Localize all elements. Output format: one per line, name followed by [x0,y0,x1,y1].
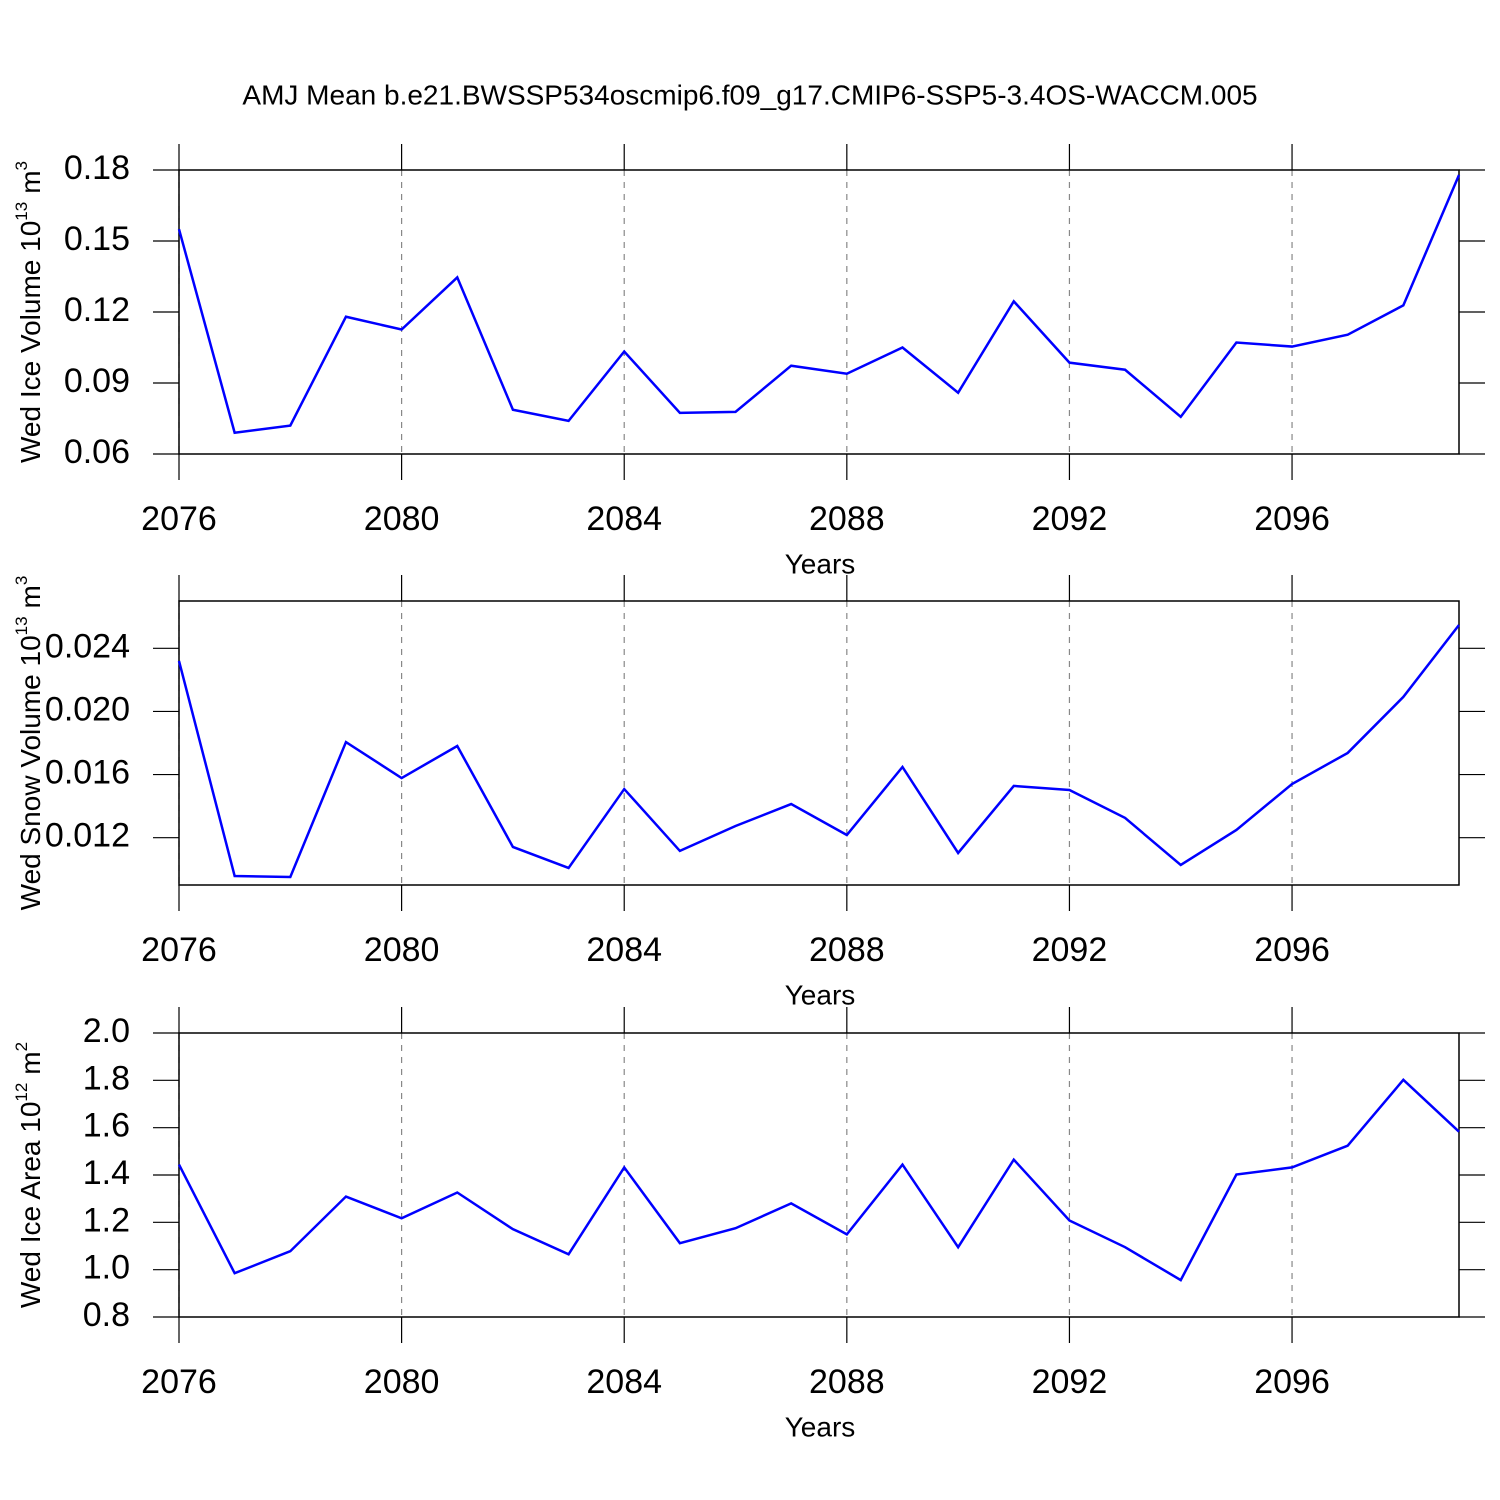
x-tick-label: 2096 [1254,500,1330,538]
x-tick-label: 2096 [1254,931,1330,969]
x-tick-label: 2076 [141,931,217,969]
x-tick-label: 2088 [809,931,885,969]
y-tick-label: 0.012 [45,817,130,855]
x-tick-label: 2080 [364,931,440,969]
y-label-text: Wed Ice Volume 10 [15,221,46,463]
data-line [177,1078,1460,1282]
x-tick-label: 2092 [1032,500,1108,538]
x-tick-label: 2092 [1032,931,1108,969]
y-tick-label: 1.2 [83,1201,130,1239]
data-line [177,624,1460,879]
data-line [177,174,1461,435]
y-label-exp: 13 [12,616,31,635]
plot-frame [178,169,1460,455]
y-tick-label: 0.18 [64,149,130,187]
x-tick-label: 2088 [809,1363,885,1401]
y-label-exp: 12 [12,1083,31,1102]
x-axis-label: Years [785,1411,856,1442]
y-tick-label: 0.06 [64,433,130,471]
plot-frame [178,1032,1460,1318]
y-label-exp: 2 [12,1042,31,1051]
x-tick-label: 2076 [141,500,217,538]
y-tick-label: 0.024 [45,627,130,665]
plot-frame [178,600,1460,886]
y-label-exp: 3 [12,576,31,585]
x-tick-label: 2096 [1254,1363,1330,1401]
y-tick-label: 2.0 [83,1012,130,1050]
y-tick-label: 1.4 [83,1154,130,1192]
y-tick-label: 1.6 [83,1107,130,1145]
y-tick-label: 1.8 [83,1059,130,1097]
x-tick-label: 2080 [364,1363,440,1401]
y-tick-label: 0.8 [83,1296,130,1334]
y-label-text: Wed Snow Volume 10 [15,635,46,910]
x-tick-label: 2088 [809,500,885,538]
y-tick-label: 0.09 [64,362,130,400]
x-tick-label: 2092 [1032,1363,1108,1401]
y-axis-label: Wed Ice Area 1012 m2 [12,1042,46,1308]
x-axis-label: Years [785,548,856,579]
y-tick-label: 0.020 [45,690,130,728]
y-label-unit: m [15,170,46,193]
y-label-unit: m [15,585,46,608]
y-tick-label: 1.0 [83,1249,130,1287]
y-tick-label: 0.12 [64,291,130,329]
x-tick-label: 2084 [586,931,662,969]
x-tick-label: 2076 [141,1363,217,1401]
x-tick-label: 2084 [586,500,662,538]
y-label-unit: m [15,1051,46,1074]
x-tick-label: 2080 [364,500,440,538]
y-label-exp: 13 [12,202,31,221]
y-label-exp: 3 [12,161,31,170]
x-axis-label: Years [785,979,856,1010]
y-axis-label: Wed Ice Volume 1013 m3 [12,161,46,463]
x-tick-label: 2084 [586,1363,662,1401]
y-label-text: Wed Ice Area 10 [15,1102,46,1309]
y-tick-label: 0.15 [64,220,130,258]
figure-title: AMJ Mean b.e21.BWSSP534oscmip6.f09_g17.C… [242,79,1257,110]
y-axis-label: Wed Snow Volume 1013 m3 [12,576,46,911]
y-tick-label: 0.016 [45,754,130,792]
